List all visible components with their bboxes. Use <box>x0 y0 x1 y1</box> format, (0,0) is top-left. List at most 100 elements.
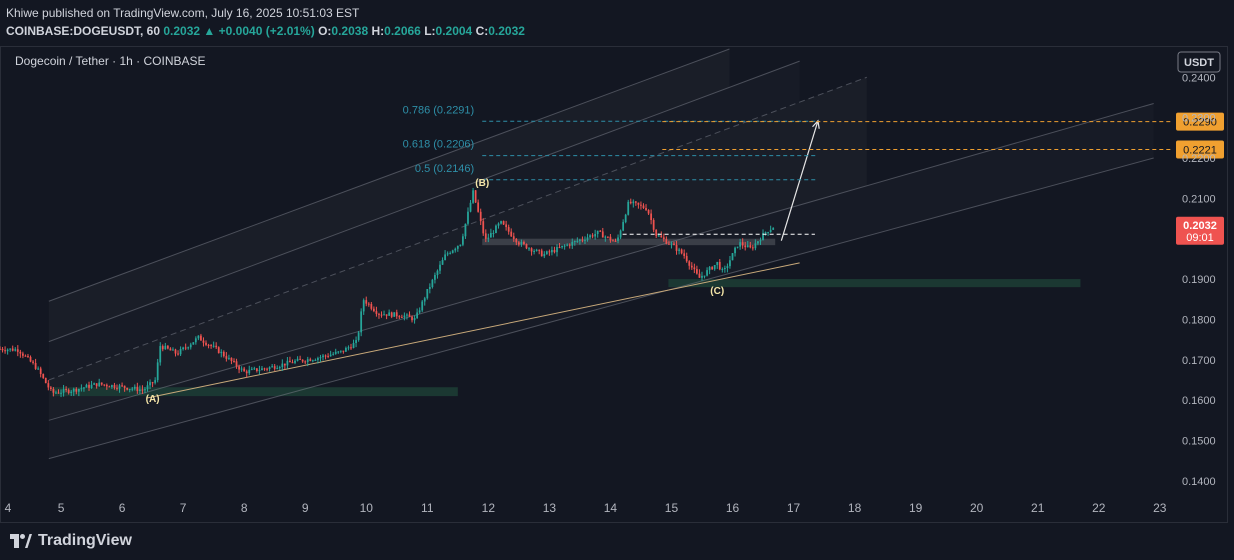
candle-body <box>754 243 757 249</box>
candle-body <box>283 363 286 366</box>
candle-body <box>233 360 235 362</box>
candle-body <box>52 389 55 393</box>
candle-body <box>164 345 167 350</box>
candle-body <box>44 377 47 384</box>
zone-rect[interactable] <box>668 279 1081 288</box>
fib-level-label: 0.5 (0.2146) <box>415 163 474 175</box>
candle-body <box>566 244 569 246</box>
candle-body <box>347 347 350 349</box>
channel-line[interactable] <box>48 76 867 381</box>
candle-body <box>273 366 276 369</box>
candle-body <box>291 362 294 364</box>
candle-body <box>767 232 769 234</box>
channel-line[interactable] <box>48 48 730 302</box>
arrow-head-icon <box>812 119 820 129</box>
candle-body <box>446 253 449 255</box>
candle-body <box>599 230 602 232</box>
candle-body <box>706 270 708 276</box>
candle-body <box>563 245 566 247</box>
projection-arrow[interactable] <box>780 120 819 241</box>
candle-body <box>105 384 108 387</box>
candle-body <box>286 360 289 366</box>
candle-body <box>645 207 647 211</box>
candle-body <box>113 385 116 388</box>
candle-body <box>741 242 744 246</box>
candle-body <box>332 353 335 355</box>
candle-body <box>558 247 561 249</box>
candle-body <box>299 358 302 360</box>
candle-body <box>19 351 22 354</box>
chart-frame[interactable] <box>0 46 1228 523</box>
candle-body <box>161 346 164 350</box>
candle-body <box>126 387 129 390</box>
candle-body <box>146 385 149 390</box>
channel-line[interactable] <box>48 103 1154 421</box>
channel-line[interactable] <box>48 60 800 343</box>
candle-body <box>683 253 686 256</box>
target-price-tag <box>1176 112 1224 131</box>
candle-body <box>530 248 533 252</box>
candle-body <box>111 385 113 388</box>
candle-body <box>357 332 360 341</box>
candle-body <box>317 358 319 360</box>
candle-body <box>640 204 642 206</box>
candle-body <box>136 386 139 391</box>
candle-body <box>67 389 70 393</box>
fib-level-label: 0.786 (0.2291) <box>403 104 475 116</box>
candle-body <box>32 361 34 363</box>
candle-body <box>39 368 42 375</box>
candle-body <box>746 245 749 248</box>
candle-body <box>337 351 340 353</box>
currency-button[interactable] <box>1177 51 1221 73</box>
candle-body <box>108 386 111 388</box>
candle-body <box>309 359 312 361</box>
candle-body <box>131 388 134 390</box>
candle-body <box>90 384 93 388</box>
candle-body <box>334 351 337 354</box>
candle-body <box>24 355 27 357</box>
zone-rect[interactable] <box>482 238 776 246</box>
candle-body <box>88 384 90 388</box>
candle-body <box>619 230 622 238</box>
candle-body <box>467 211 469 224</box>
symbol-name[interactable]: COINBASE:DOGEUSDT, 60 <box>6 24 161 38</box>
candle-body <box>281 363 284 368</box>
candle-body <box>489 233 492 238</box>
candle-body <box>568 244 571 246</box>
candle-body <box>27 355 29 357</box>
candle-body <box>200 335 202 341</box>
high-value: 0.2066 <box>384 24 421 38</box>
x-tick-label: 20 <box>970 501 984 515</box>
support-trendline[interactable] <box>146 262 800 399</box>
candle-body <box>701 275 703 278</box>
candle-body <box>431 279 434 288</box>
candle-body <box>154 380 157 383</box>
currency-label: USDT <box>1184 57 1214 69</box>
price-change: +0.0040 (+2.01%) <box>218 24 315 38</box>
candle-body <box>207 344 210 346</box>
candle-body <box>16 349 19 352</box>
candle-body <box>103 384 106 386</box>
open-value: 0.2038 <box>331 24 369 38</box>
candle-body <box>189 344 192 348</box>
candle-body <box>375 311 378 314</box>
candle-body <box>500 221 502 224</box>
candle-body <box>34 362 37 369</box>
candle-body <box>762 232 764 241</box>
candle-body <box>365 300 368 304</box>
candle-body <box>144 389 146 391</box>
candle-body <box>510 231 513 237</box>
published-line: Khiwe published on TradingView.com, July… <box>6 6 360 20</box>
last-price: 0.2032 <box>163 24 201 38</box>
candle-body <box>497 223 500 226</box>
countdown-label: 09:01 <box>1186 232 1214 244</box>
candle-body <box>665 239 668 244</box>
fib-level-label: 0.618 (0.2206) <box>403 139 475 151</box>
zone-rect[interactable] <box>51 387 458 397</box>
x-tick-label: 17 <box>787 501 801 515</box>
x-tick-label: 16 <box>726 501 740 515</box>
channel-line[interactable] <box>48 157 1154 460</box>
candle-body <box>77 388 80 392</box>
candle-body <box>253 368 256 370</box>
